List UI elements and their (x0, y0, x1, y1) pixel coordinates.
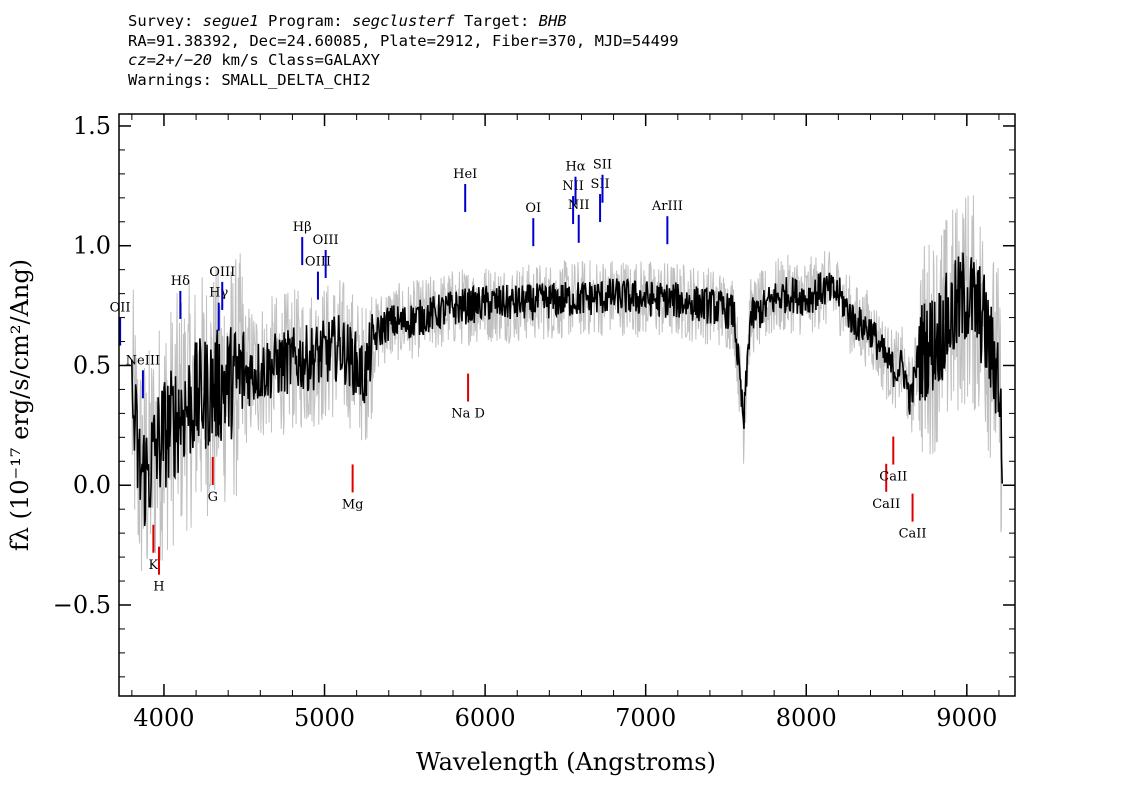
y-axis-title: fλ (10⁻¹⁷ erg/s/cm²/Ang) (6, 259, 34, 551)
ticks-layer: 4000 5000 6000 7000 8000 9000 −0.5 0.0 0.5 1.0 1.5 (53, 112, 1015, 732)
x-tick-label: 6000 (455, 704, 516, 732)
y-tick-label: 0.5 (73, 351, 111, 379)
absorption-line-label: Na D (451, 407, 485, 422)
absorption-line-label: K (149, 558, 159, 573)
emission-line-label: OIII (313, 233, 339, 248)
warnings-line: Warnings: SMALL_DELTA_CHI2 (128, 70, 371, 89)
coordinates-line: RA=91.38392, Dec=24.60085, Plate=2912, F… (128, 31, 679, 50)
absorption-line-label: H (153, 580, 164, 595)
x-axis-title: Wavelength (Angstroms) (416, 748, 716, 776)
absorption-line-label: CaII (872, 497, 900, 512)
spectral-lines-layer: OIINeIIIHδHγOIIIHβOIIIOIIIHeIOINIIHαNIIS… (110, 158, 927, 595)
absorption-line-label: G (208, 490, 218, 505)
emission-line-label: HeI (453, 167, 477, 182)
x-tick-label: 5000 (294, 704, 355, 732)
emission-line-label: OIII (209, 265, 235, 280)
survey-value: segue1 (202, 12, 259, 30)
program-label: Program: (258, 12, 352, 30)
emission-line-label: Hγ (209, 286, 228, 301)
absorption-line-label: CaII (879, 470, 907, 485)
x-tick-label: 8000 (776, 704, 837, 732)
x-tick-label: 7000 (615, 704, 676, 732)
y-tick-label: 0.0 (73, 471, 111, 499)
emission-line-label: OIII (305, 255, 331, 270)
plot-frame (118, 113, 1016, 697)
y-tick-label: 1.5 (73, 112, 111, 140)
emission-line-label: SII (593, 158, 612, 173)
y-tick-label: 1.0 (73, 232, 111, 260)
y-tick-label: −0.5 (53, 591, 111, 619)
flux-series-line (131, 252, 1003, 527)
emission-line-label: Hβ (293, 220, 312, 235)
target-label: Target: (454, 12, 539, 30)
emission-line-label: ArIII (651, 199, 683, 214)
x-tick-label: 9000 (936, 704, 997, 732)
series-layer (131, 195, 1003, 572)
target-value: BHB (538, 12, 567, 30)
survey-label: Survey: (128, 12, 203, 30)
class-line: km/s Class=GALAXY (212, 51, 380, 69)
emission-line-label: NII (562, 179, 584, 194)
emission-line-label: Hα (565, 160, 585, 175)
emission-line-label: OI (525, 201, 541, 216)
emission-line-label: NII (568, 198, 590, 213)
spectrum-header: Survey: segue1 Program: segclusterf Targ… (128, 12, 679, 90)
absorption-line-label: Mg (342, 497, 364, 512)
x-tick-label: 4000 (133, 704, 194, 732)
emission-line-label: Hδ (171, 274, 190, 289)
emission-line-label: SII (590, 177, 609, 192)
emission-line-label: NeIII (126, 353, 160, 368)
absorption-line-label: CaII (899, 527, 927, 542)
program-value: segclusterf (351, 12, 455, 30)
redshift-value: cz=2+/−20 (128, 51, 212, 69)
emission-line-label: OII (110, 301, 131, 316)
